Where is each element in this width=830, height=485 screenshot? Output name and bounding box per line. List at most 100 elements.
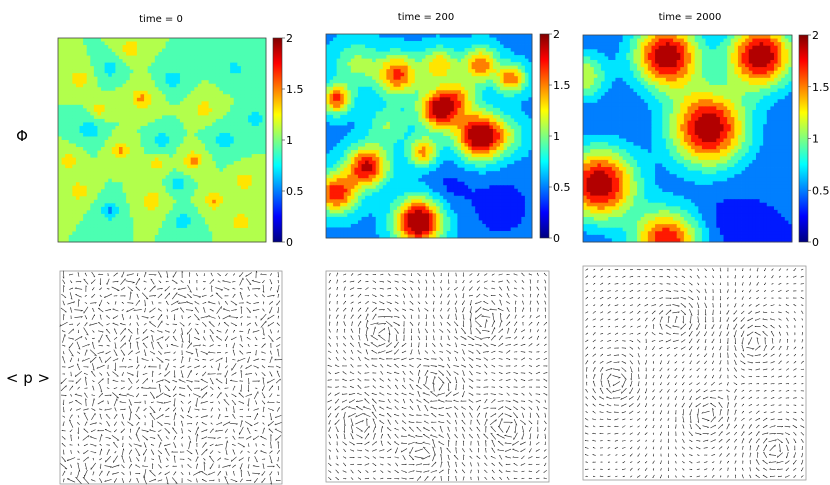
phi-cell [489, 76, 494, 81]
phi-cell [190, 168, 195, 173]
phi-cell [329, 86, 334, 91]
phi-cell [240, 94, 245, 99]
phi-cell [255, 73, 260, 78]
phi-cell [147, 125, 152, 130]
phi-cell [212, 59, 217, 64]
phi-cell [379, 62, 384, 67]
phi-cell [397, 48, 401, 52]
phi-cell [79, 185, 84, 190]
phi-cell [140, 154, 145, 158]
phi-cell [136, 213, 141, 218]
phi-cell [237, 59, 242, 64]
phi-cell [375, 111, 380, 116]
phi-cell [230, 45, 235, 49]
phi-cell [197, 161, 202, 166]
phi-cell [237, 41, 242, 46]
phi-cell [118, 171, 123, 176]
phi-cell [450, 111, 455, 116]
phi-cell [72, 80, 77, 85]
phi-cell [244, 76, 249, 81]
phi-cell [524, 65, 529, 70]
phi-cell [489, 58, 494, 63]
phi-cell [61, 234, 66, 239]
phi-cell [165, 45, 170, 49]
phi-cell [68, 192, 73, 197]
phi-cell [340, 69, 345, 74]
phi-cell [500, 34, 504, 38]
phi-cell [108, 196, 113, 201]
phi-cell [244, 90, 249, 95]
phi-cell [411, 44, 416, 49]
phi-cell [230, 136, 235, 141]
phi-cell [475, 114, 480, 119]
phi-cell [446, 118, 451, 123]
phi-cell [226, 45, 231, 49]
phi-cell [162, 101, 166, 106]
phi-cell [230, 231, 235, 236]
phi-cell [492, 93, 497, 98]
phi-cell [386, 111, 391, 116]
phi-cell [421, 58, 426, 63]
phi-cell [397, 76, 401, 81]
phi-cell [165, 115, 170, 120]
phi-cell [222, 154, 227, 158]
phi-cell [101, 220, 106, 225]
phi-cell [343, 90, 348, 95]
phi-cell [205, 108, 210, 113]
phi-cell [122, 111, 127, 116]
phi-cell [240, 147, 245, 151]
phi-cell [136, 196, 141, 201]
phi-cell [230, 154, 235, 158]
phi-cell [90, 94, 95, 99]
phi-cell [240, 154, 245, 158]
phi-cell [230, 90, 235, 95]
phi-cell [357, 93, 362, 98]
phi-cell [79, 97, 84, 102]
phi-cell [86, 196, 91, 201]
phi-cell [90, 129, 95, 134]
phi-cell [61, 161, 66, 166]
phi-cell [122, 104, 127, 109]
phi-cell [133, 147, 138, 151]
phi-cell [226, 175, 231, 180]
phi-cell [190, 73, 195, 78]
phi-cell [411, 34, 416, 38]
phi-cell [478, 79, 483, 84]
phi-cell [183, 189, 188, 194]
phi-cell [215, 97, 220, 102]
phi-cell [83, 168, 88, 173]
phi-cell [514, 37, 519, 42]
phi-cell [58, 164, 62, 169]
phi-cell [183, 38, 188, 42]
phi-cell [162, 66, 166, 71]
phi-cell [240, 143, 245, 148]
phi-cell [144, 80, 149, 85]
phi-cell [140, 182, 145, 187]
phi-cell [389, 48, 394, 52]
phi-cell [446, 41, 451, 45]
phi-cell [457, 97, 462, 102]
phi-cell [140, 87, 145, 92]
phi-cell [136, 199, 141, 204]
phi-cell [528, 62, 533, 67]
phi-cell [262, 108, 267, 113]
phi-cell [151, 199, 156, 204]
phi-cell [233, 90, 238, 95]
phi-cell [93, 108, 98, 113]
phi-cell [521, 104, 526, 109]
phi-cell [122, 182, 127, 187]
phi-cell [101, 66, 106, 71]
phi-cell [86, 122, 91, 127]
phi-cell [187, 185, 192, 190]
phi-cell [492, 121, 497, 126]
phi-cell [478, 86, 483, 91]
phi-cell [179, 55, 184, 60]
phi-cell [329, 58, 334, 63]
phi-cell [75, 59, 80, 64]
phi-cell [79, 108, 84, 113]
phi-cell [108, 157, 113, 162]
phi-cell [172, 140, 177, 144]
phi-cell [244, 55, 249, 60]
phi-cell [414, 114, 419, 119]
phi-cell [215, 234, 220, 239]
